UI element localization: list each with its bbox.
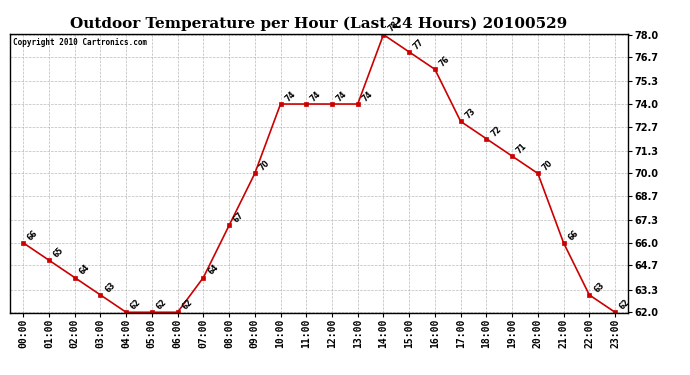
Text: 64: 64 [77,263,91,277]
Text: 66: 66 [566,228,580,242]
Text: 76: 76 [437,55,451,69]
Text: 63: 63 [592,280,606,294]
Text: 71: 71 [515,141,529,155]
Text: 70: 70 [541,159,555,172]
Text: 66: 66 [26,228,40,242]
Text: 65: 65 [52,246,66,260]
Text: 72: 72 [489,124,503,138]
Text: 74: 74 [309,89,323,103]
Text: 64: 64 [206,263,220,277]
Text: 74: 74 [284,89,297,103]
Text: 78: 78 [386,20,400,34]
Text: 67: 67 [232,211,246,225]
Text: 74: 74 [335,89,348,103]
Text: 62: 62 [155,298,168,312]
Text: Copyright 2010 Cartronics.com: Copyright 2010 Cartronics.com [13,38,148,47]
Text: 77: 77 [412,37,426,51]
Title: Outdoor Temperature per Hour (Last 24 Hours) 20100529: Outdoor Temperature per Hour (Last 24 Ho… [70,17,568,31]
Text: 62: 62 [129,298,143,312]
Text: 74: 74 [360,89,375,103]
Text: 73: 73 [464,107,477,121]
Text: 62: 62 [180,298,194,312]
Text: 62: 62 [618,298,631,312]
Text: 63: 63 [104,280,117,294]
Text: 70: 70 [257,159,271,172]
